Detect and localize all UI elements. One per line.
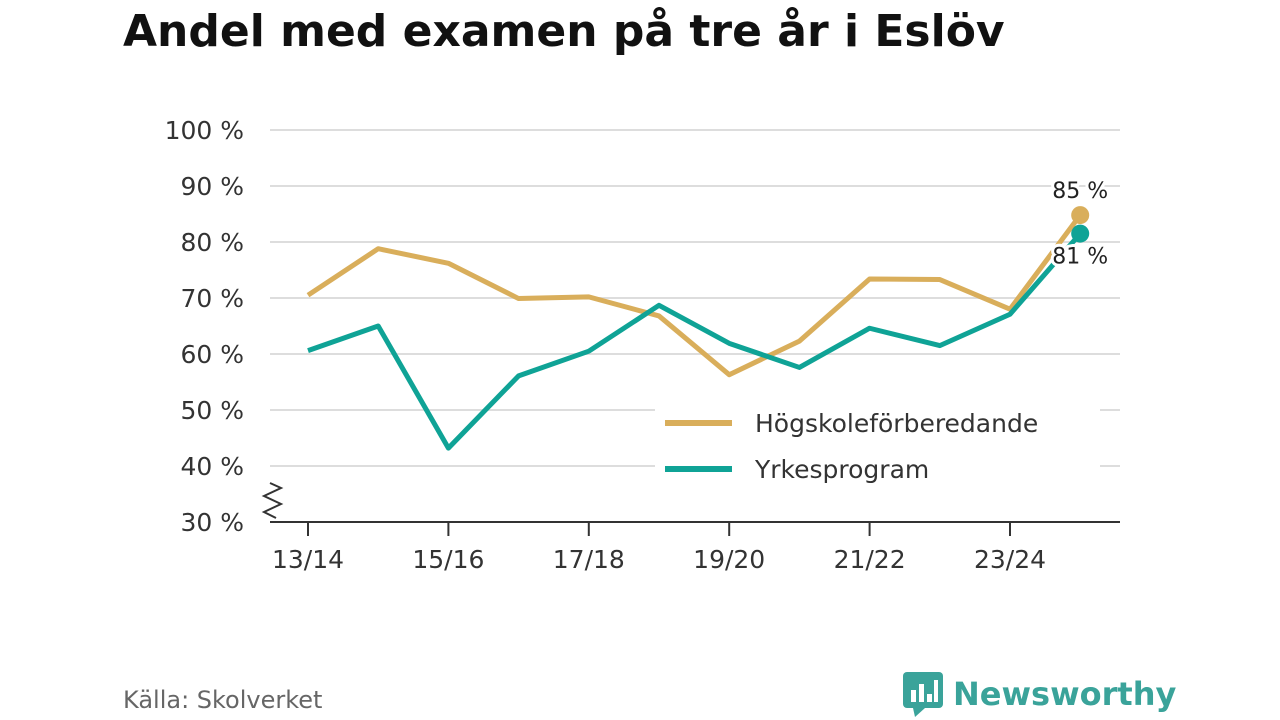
end-label-yrkesprogram: 81 %	[1052, 245, 1108, 270]
series-end-point	[1071, 206, 1090, 225]
y-tick-label: 70 %	[180, 284, 244, 313]
series-end-point	[1071, 224, 1090, 243]
end-labels: 85 % 81 %	[1049, 176, 1111, 272]
axis-break-icon	[261, 482, 284, 519]
series-line-hogskoleforberedande	[306, 213, 1083, 378]
newsworthy-logo-icon	[903, 672, 943, 717]
end-label-hogskoleforberedande: 85 %	[1052, 179, 1108, 204]
y-tick-label: 80 %	[180, 228, 244, 257]
brand-logo: Newsworthy	[903, 670, 1176, 718]
x-tick-label: 17/18	[553, 545, 625, 574]
x-tick-label: 19/20	[693, 545, 765, 574]
chart-title: Andel med examen på tre år i Eslöv	[123, 6, 1005, 57]
series-lines	[306, 206, 1090, 451]
series-line-yrkesprogram	[307, 231, 1083, 451]
y-tick-label: 60 %	[180, 340, 244, 369]
y-tick-label: 90 %	[180, 172, 244, 201]
source-note: Källa: Skolverket	[123, 686, 323, 714]
legend-label: Yrkesprogram	[754, 455, 929, 484]
legend-label: Högskoleförberedande	[755, 409, 1038, 438]
x-tick-label: 23/24	[974, 545, 1046, 574]
y-tick-label: 50 %	[180, 396, 244, 425]
legend: Högskoleförberedande Yrkesprogram	[655, 398, 1100, 498]
y-tick-label: 40 %	[180, 452, 244, 481]
x-tick-label: 13/14	[272, 545, 344, 574]
y-axis-ticks: 30 % 40 % 50 % 60 % 70 % 80 % 90 % 100 %	[165, 116, 244, 537]
y-tick-label: 100 %	[165, 116, 244, 145]
y-tick-label: 30 %	[180, 508, 244, 537]
x-tick-label: 15/16	[412, 545, 484, 574]
x-axis: 13/14 15/16 17/18 19/20 21/22 23/24	[261, 482, 1120, 574]
brand-name: Newsworthy	[953, 675, 1177, 713]
legend-background	[655, 398, 1100, 498]
x-tick-label: 21/22	[834, 545, 906, 574]
